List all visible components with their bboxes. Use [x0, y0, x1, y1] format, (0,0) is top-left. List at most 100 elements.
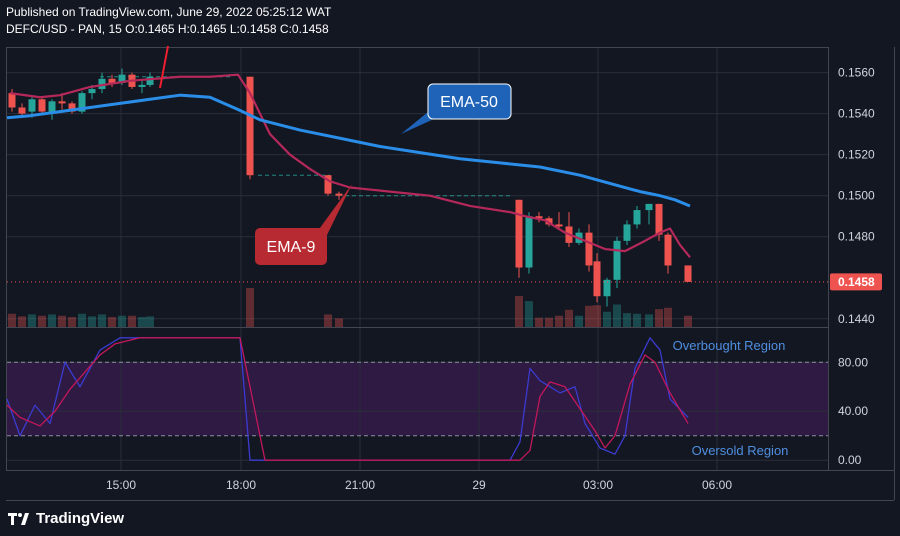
symbol-ohlc-line: DEFC/USD - PAN, 15 O:0.1465 H:0.1465 L:0…: [6, 22, 329, 36]
time-axis-label: 06:00: [702, 478, 732, 492]
ema50-line: [6, 93, 691, 208]
candle-body: [146, 76, 154, 85]
volume-bars: [8, 288, 692, 327]
candle-body: [593, 261, 601, 297]
candle-body: [68, 103, 76, 112]
candle-body: [88, 89, 96, 94]
candle-body: [684, 265, 692, 282]
volume-bar: [645, 314, 653, 327]
ema9-callout-box: [255, 228, 327, 265]
volume-bar: [555, 315, 563, 327]
volume-bar: [18, 316, 26, 327]
candle-body: [246, 76, 254, 176]
volume-bar: [146, 316, 154, 327]
candle-body: [18, 107, 26, 114]
volume-bar: [545, 317, 553, 327]
published-info: Published on TradingView.com, June 29, 2…: [6, 5, 332, 19]
candle-body: [515, 199, 523, 268]
oversold-region-label: Oversold Region: [692, 443, 789, 458]
oscillator-axis-label: 80.00: [838, 355, 868, 369]
ema50-callout-box: [427, 83, 512, 120]
volume-bar: [585, 305, 593, 327]
candle-body: [98, 78, 106, 90]
candle-body: [535, 216, 543, 219]
volume-bar: [684, 315, 692, 327]
volume-bar: [515, 295, 523, 327]
stochastic-lines: [6, 337, 689, 461]
candle-body: [645, 203, 653, 211]
candle-body: [633, 210, 641, 225]
time-axis-label: 15:00: [106, 478, 136, 492]
volume-bar: [118, 315, 126, 327]
price-axis-label: 0.1480: [838, 230, 875, 244]
candle-body: [78, 93, 86, 112]
ema-lines: [6, 73, 691, 258]
time-axis-label: 18:00: [226, 478, 256, 492]
volume-bar: [525, 301, 533, 327]
current-price-value: 0.1458: [838, 275, 875, 289]
volume-bar: [613, 304, 621, 327]
candle-body: [585, 232, 593, 266]
volume-bar: [664, 307, 672, 327]
candle-body: [48, 101, 56, 112]
candle-body: [118, 74, 126, 83]
candle-body: [28, 99, 36, 112]
time-axis-label: 21:00: [345, 478, 375, 492]
volume-bar: [535, 317, 543, 327]
volume-bar: [88, 316, 96, 327]
ema9-line: [9, 73, 691, 258]
candle-body: [613, 240, 621, 280]
stochastic-d-line: [6, 337, 689, 461]
volume-bar: [575, 315, 583, 327]
candle-body: [108, 78, 116, 83]
volume-bar: [335, 318, 343, 327]
volume-bar: [58, 315, 66, 327]
volume-bar: [633, 313, 641, 327]
candle-body: [138, 84, 146, 87]
tradingview-logo-text: TradingView: [36, 510, 125, 527]
volume-bar: [108, 317, 116, 327]
time-axis-label: 29: [472, 478, 486, 492]
volume-bar: [593, 305, 601, 327]
annotation-red-stroke: [159, 45, 169, 89]
volume-bar: [623, 313, 631, 327]
ema9-callout-label: EMA-9: [267, 239, 316, 256]
time-axis-label: 03:00: [583, 478, 613, 492]
volume-bar: [246, 288, 254, 327]
ema50-callout-label: EMA-50: [440, 94, 498, 111]
volume-bar: [48, 314, 56, 327]
volume-bar: [98, 314, 106, 327]
stochastic-band-fill: [7, 362, 828, 436]
volume-bar: [324, 314, 332, 327]
volume-bar: [28, 314, 36, 327]
volume-bar: [68, 317, 76, 327]
overbought-region-label: Overbought Region: [673, 338, 786, 353]
candle-body: [603, 279, 611, 297]
candle-body: [8, 93, 16, 108]
candle-body: [555, 224, 563, 227]
volume-bar: [655, 309, 663, 327]
candle-body: [525, 216, 533, 268]
candle-body: [623, 224, 631, 241]
volume-bar: [38, 315, 46, 327]
current-price-tag: [830, 273, 882, 291]
volume-bar: [565, 309, 573, 327]
ema50-callout-pointer: [401, 112, 436, 134]
price-axis-label: 0.1500: [838, 189, 875, 203]
candle-body: [324, 175, 332, 194]
volume-bar: [78, 313, 86, 327]
candle-body: [664, 234, 672, 266]
candle-body: [38, 99, 46, 112]
volume-bar: [128, 315, 136, 327]
axis-labels: 0.1560 0.1540 0.1520 0.1500 0.1480 0.1440 80.0…: [106, 66, 875, 492]
candle-body: [545, 218, 553, 225]
price-axis-label: 0.1440: [838, 312, 875, 326]
price-axis-label: 0.1540: [838, 107, 875, 121]
ema9-callout-pointer: [317, 184, 352, 235]
volume-bar: [8, 313, 16, 327]
oscillator-axis-label: 0.00: [838, 453, 862, 467]
volume-bar: [603, 311, 611, 327]
candle-body: [335, 193, 343, 196]
